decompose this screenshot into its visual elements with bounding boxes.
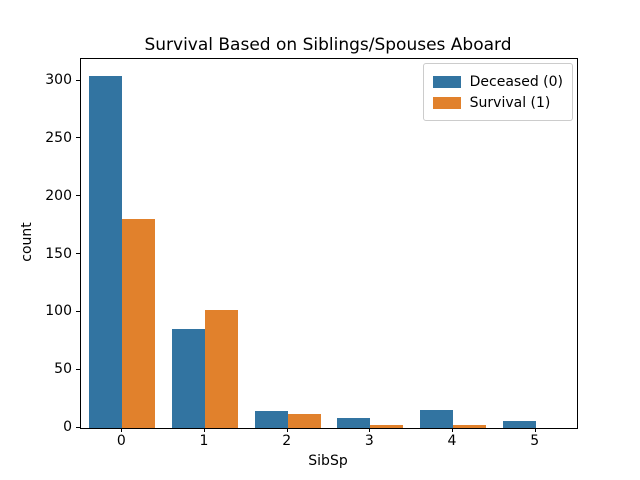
- bar-deceased-0-sibsp-1: [171, 328, 205, 428]
- x-tick-mark-4: [452, 428, 453, 432]
- legend-item-deceased: Deceased (0): [432, 72, 563, 91]
- chart-title: Survival Based on Siblings/Spouses Aboar…: [144, 35, 512, 55]
- bar-survival-1-sibsp-1: [205, 310, 239, 428]
- y-tick-label-250: 250: [45, 129, 72, 146]
- legend-item-survival: Survival (1): [432, 93, 563, 112]
- y-tick-mark-100: [76, 310, 80, 312]
- y-tick-label-300: 300: [45, 72, 72, 88]
- bar-deceased-0-sibsp-3: [337, 417, 371, 428]
- y-tick-mark-250: [76, 137, 80, 139]
- x-tick-mark-3: [369, 428, 371, 432]
- bar-survival-1-sibsp-3: [370, 424, 404, 428]
- y-tick-mark-200: [76, 195, 80, 197]
- y-tick-label-150: 150: [45, 245, 72, 262]
- bar-survival-1-sibsp-0: [122, 218, 156, 428]
- x-tick-label-5: 5: [530, 433, 540, 449]
- y-tick-label-100: 100: [45, 303, 72, 320]
- y-tick-mark-300: [76, 79, 80, 81]
- x-tick-mark-0: [121, 428, 123, 432]
- bar-deceased-0-sibsp-2: [254, 410, 288, 428]
- x-axis-label: SibSp: [308, 453, 348, 469]
- bar-survival-1-sibsp-2: [287, 414, 321, 428]
- y-tick-mark-0: [76, 426, 80, 428]
- y-tick-mark-150: [76, 253, 80, 254]
- x-tick-mark-1: [204, 428, 205, 432]
- x-tick-label-2: 2: [282, 433, 292, 449]
- bar-deceased-0-sibsp-5: [502, 421, 536, 428]
- legend-swatch-survival-icon: [432, 96, 461, 109]
- legend: Deceased (0) Survival (1): [422, 63, 573, 121]
- y-tick-label-50: 50: [54, 361, 72, 378]
- x-tick-mark-2: [286, 428, 288, 432]
- y-tick-label-0: 0: [63, 419, 72, 435]
- x-tick-label-0: 0: [116, 433, 126, 449]
- y-tick-label-200: 200: [45, 187, 72, 204]
- x-tick-label-3: 3: [364, 433, 374, 449]
- legend-label-deceased: Deceased (0): [469, 73, 563, 90]
- x-tick-label-1: 1: [199, 433, 209, 449]
- legend-label-survival: Survival (1): [469, 94, 551, 111]
- bar-deceased-0-sibsp-0: [89, 76, 123, 428]
- bar-survival-1-sibsp-4: [453, 424, 487, 428]
- x-tick-label-4: 4: [447, 433, 457, 449]
- bar-deceased-0-sibsp-4: [419, 409, 453, 428]
- legend-swatch-deceased-icon: [432, 75, 461, 88]
- plot-area: Deceased (0) Survival (1): [80, 58, 578, 429]
- x-tick-mark-5: [534, 428, 536, 432]
- y-tick-mark-50: [76, 368, 80, 370]
